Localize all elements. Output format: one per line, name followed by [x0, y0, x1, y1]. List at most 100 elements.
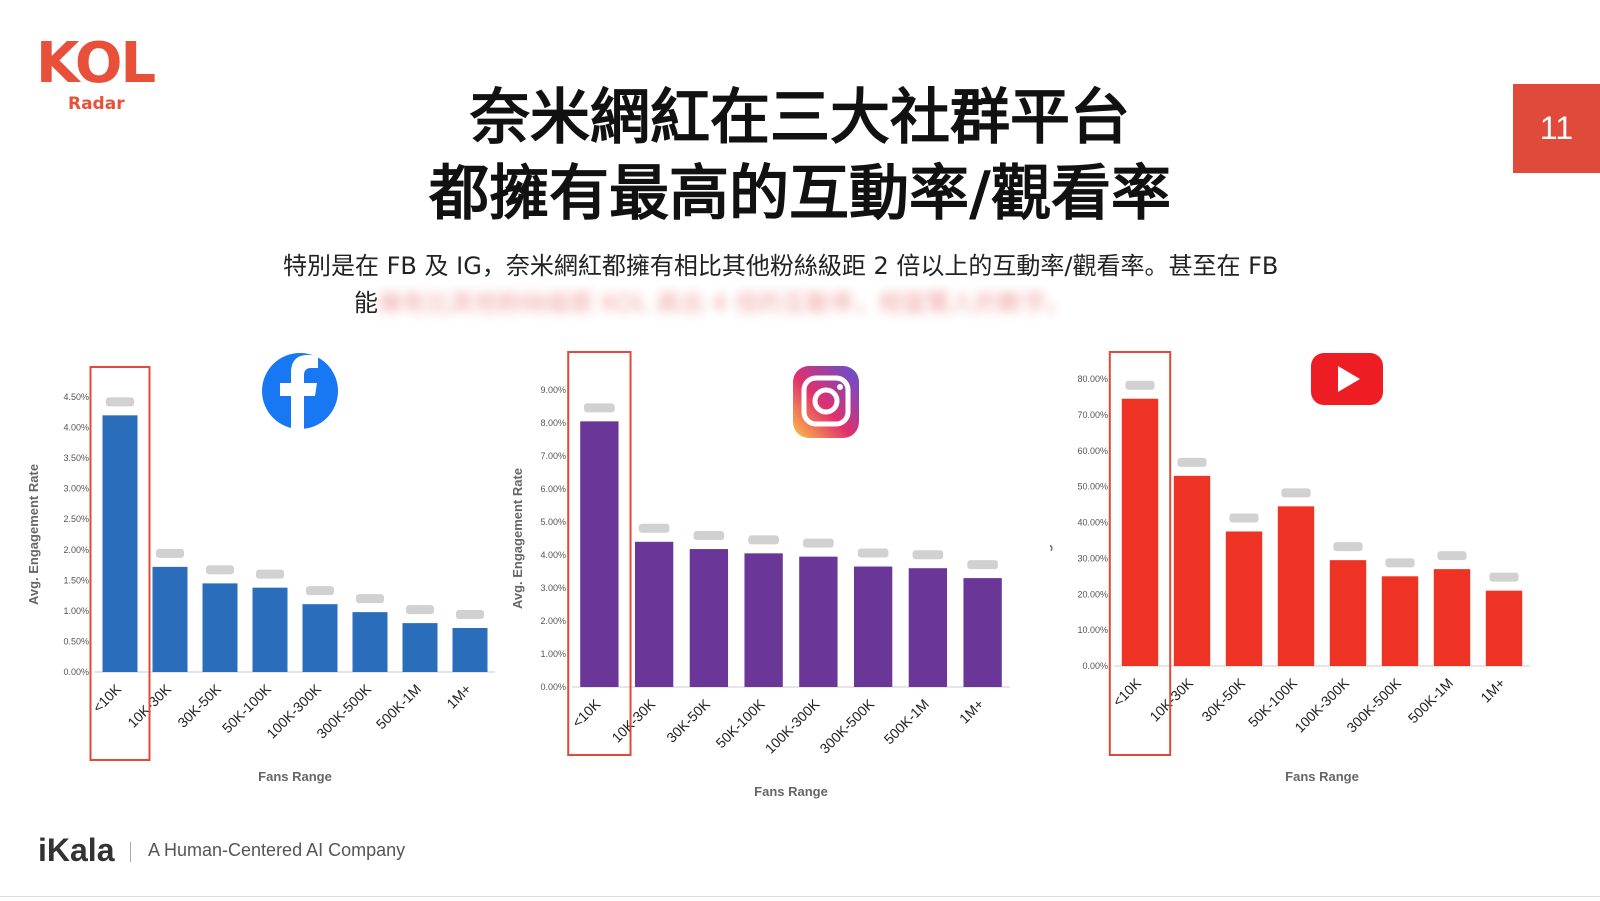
y-tick-label: 9.00%: [540, 385, 566, 395]
data-label-redacted: [206, 565, 234, 575]
bottom-divider: [0, 896, 1600, 897]
data-label-redacted: [693, 531, 725, 541]
bar: [580, 421, 619, 687]
x-tick-label: <10K: [569, 695, 604, 730]
y-tick-label: 2.00%: [63, 545, 89, 555]
instagram-icon: [793, 366, 859, 438]
y-tick-label: 0.00%: [1082, 661, 1108, 671]
bar: [634, 541, 674, 687]
data-label-redacted: [156, 548, 184, 558]
x-tick-label: 30K-50K: [663, 695, 713, 745]
data-label-redacted: [1333, 542, 1363, 552]
data-label-redacted: [256, 569, 284, 579]
data-label-redacted: [584, 403, 615, 413]
y-tick-label: 2.00%: [540, 616, 566, 626]
x-tick-label: 50K-100K: [712, 695, 768, 751]
x-tick-label: 30K-50K: [174, 680, 224, 730]
x-tick-label: 500K-1M: [1405, 675, 1456, 726]
data-label-redacted: [1385, 558, 1415, 568]
x-tick-label: 10K-30K: [1146, 674, 1196, 724]
y-tick-label: 5.00%: [540, 517, 566, 527]
youtube-icon: [1311, 353, 1383, 405]
y-tick-label: 6.00%: [540, 484, 566, 494]
x-tick-label: 300K-500K: [1343, 674, 1404, 735]
data-label-redacted: [967, 560, 998, 570]
x-tick-label: <10K: [89, 680, 124, 715]
data-label-redacted: [1281, 488, 1311, 498]
footer-separator: [130, 842, 131, 862]
data-label-redacted: [1489, 572, 1519, 582]
y-tick-label: 3.00%: [540, 583, 566, 593]
instagram-engagement-chart: 0.00% 1.00% 2.00% 3.00% 4.00% 5.00% 6.00% 7.00%…: [510, 351, 1010, 799]
y-tick-label: 50.00%: [1077, 482, 1108, 492]
bar: [689, 549, 729, 687]
bar: [1225, 531, 1263, 666]
page-title-line1: 奈米網紅在三大社群平台: [470, 83, 1130, 153]
logo-sub-text: Radar: [68, 94, 125, 114]
bar: [402, 623, 438, 672]
data-label-redacted: [456, 610, 484, 619]
bar: [1381, 576, 1419, 666]
x-tick-label: 300K-500K: [313, 680, 374, 741]
data-label-redacted: [803, 538, 834, 548]
y-tick-label: 60.00%: [1077, 446, 1108, 456]
x-tick-label: 1M+: [956, 696, 987, 727]
bar: [302, 604, 338, 672]
highlight-box: [1108, 351, 1172, 756]
y-tick-label: 1.00%: [540, 649, 566, 659]
subtitle-line2-blurred: 擁有比其他粉絲級距 KOL 高出 4 倍的互動率，相當驚人的數字。: [378, 289, 1071, 317]
y-tick-label: 20.00%: [1077, 589, 1108, 599]
bar: [1433, 569, 1471, 666]
data-label-redacted: [406, 605, 434, 615]
bar: [202, 583, 238, 672]
footer-tagline: A Human-Centered AI Company: [148, 840, 406, 860]
y-tick-label: 0.00%: [540, 682, 566, 692]
y-axis-label: Avg. Engagement Rate: [26, 464, 41, 605]
bar: [102, 415, 138, 672]
y-tick-label: 1.00%: [63, 606, 89, 616]
data-label-redacted: [1437, 551, 1467, 561]
x-axis-label: Fans Range: [1285, 769, 1359, 784]
y-axis-label: Avg. view Rate: [1050, 477, 1053, 568]
y-tick-label: 1.50%: [63, 575, 89, 585]
x-tick-label: <10K: [1109, 674, 1144, 709]
y-tick-label: 7.00%: [540, 451, 566, 461]
facebook-icon: [262, 353, 338, 429]
bar: [452, 628, 488, 672]
x-tick-label: 500K-1M: [373, 681, 424, 732]
subtitle-line1: 特別是在 FB 及 IG，奈米網紅都擁有相比其他粉絲級距 2 倍以上的互動率/觀…: [283, 252, 1279, 280]
bar: [799, 556, 838, 687]
y-tick-label: 4.50%: [63, 392, 89, 402]
bar: [1277, 506, 1315, 666]
data-label-redacted: [306, 586, 334, 596]
data-label-redacted: [912, 550, 944, 560]
y-tick-label: 80.00%: [1077, 374, 1108, 384]
y-tick-label: 40.00%: [1077, 518, 1108, 528]
ikala-logo: iKala: [38, 832, 115, 868]
data-label-redacted: [106, 397, 134, 407]
bar: [908, 568, 948, 687]
bar: [1173, 475, 1211, 666]
data-label-redacted: [857, 548, 889, 558]
y-tick-label: 4.00%: [540, 550, 566, 560]
bar: [853, 566, 893, 687]
bar: [963, 578, 1002, 687]
y-tick-label: 0.00%: [63, 667, 89, 677]
x-tick-label: 50K-100K: [1245, 674, 1301, 730]
y-tick-label: 2.50%: [63, 514, 89, 524]
bar: [1485, 590, 1523, 666]
y-axis-label: Avg. Engagement Rate: [510, 468, 525, 609]
highlight-box: [567, 351, 632, 756]
data-label-redacted: [1177, 457, 1207, 467]
x-axis-label: Fans Range: [258, 769, 332, 784]
bar: [252, 587, 288, 672]
data-label-redacted: [356, 594, 384, 604]
y-tick-label: 3.50%: [63, 453, 89, 463]
y-tick-label: 30.00%: [1077, 553, 1108, 563]
page-title-line2: 都擁有最高的互動率/觀看率: [429, 159, 1171, 229]
x-tick-label: 1M+: [1477, 675, 1508, 706]
x-axis-label: Fans Range: [754, 784, 828, 799]
y-tick-label: 8.00%: [540, 418, 566, 428]
y-tick-label: 0.50%: [63, 636, 89, 646]
highlight-box: [89, 366, 151, 761]
